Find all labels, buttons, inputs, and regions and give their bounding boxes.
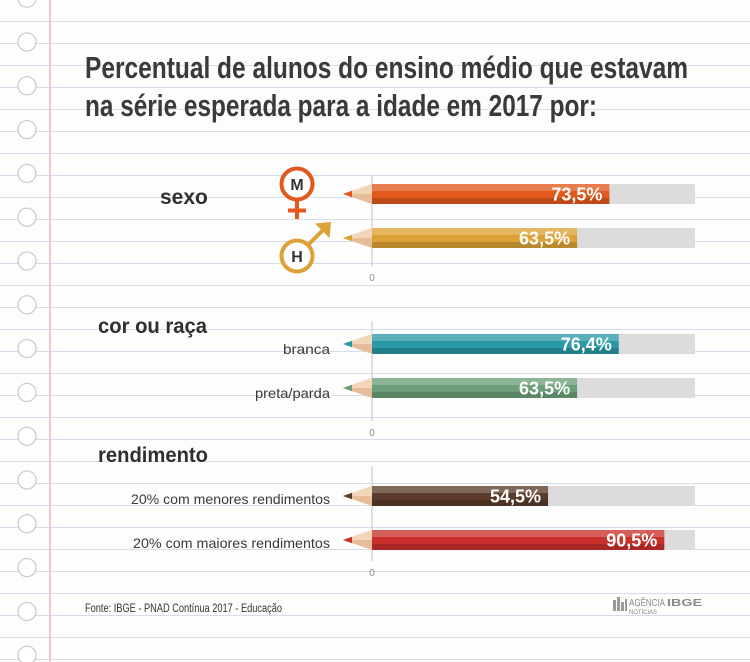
bar-body-0-1 <box>372 235 578 242</box>
pencil-lead-2-0 <box>343 492 352 500</box>
chart-title-line-1: Percentual de alunos do ensino médio que… <box>85 50 688 85</box>
group-label-cor-ou-raca: cor ou raça <box>98 315 207 338</box>
male-symbol-letter: H <box>291 249 303 266</box>
pencil-bar-1-0: 76,4% <box>343 334 695 355</box>
pencil-lead-0-1 <box>343 234 352 242</box>
category-label-menores-rendimentos: 20% com menores rendimentos <box>131 491 330 507</box>
binder-holes <box>0 0 50 662</box>
pencil-bar-0-1: 63,5% <box>343 228 695 249</box>
zero-tick-label: 0 <box>369 428 375 439</box>
bar-body-0-0 <box>372 191 610 198</box>
pencil-bar-1-1: 63,5% <box>343 378 695 399</box>
bar-highlight-2-1 <box>372 530 665 537</box>
value-label-1-1: 63,5% <box>519 379 570 399</box>
pencil-lead-1-1 <box>343 384 352 392</box>
bar-shade-1-1 <box>372 392 578 398</box>
value-label-2-1: 90,5% <box>606 531 657 551</box>
bars-layer: 73,5% 63,5% 76,4% 63,5% 54,5% 90,5% <box>343 184 695 551</box>
value-label-2-0: 54,5% <box>490 487 541 507</box>
category-label-branca: branca <box>283 341 330 357</box>
pencil-lead-1-0 <box>343 340 352 348</box>
group-label-sexo: sexo <box>160 186 208 209</box>
bar-highlight-1-0 <box>372 334 619 341</box>
category-label-preta-parda: preta/parda <box>255 385 330 401</box>
bar-highlight-0-0 <box>372 184 610 191</box>
logo-text-agencia: AGÊNCIA <box>629 596 665 609</box>
bar-shade-2-1 <box>372 544 665 550</box>
bar-shade-0-1 <box>372 242 578 248</box>
value-label-0-0: 73,5% <box>551 185 602 205</box>
value-label-0-1: 63,5% <box>519 229 570 249</box>
ibge-logo-icon <box>613 597 627 611</box>
pencil-lead-2-1 <box>343 536 352 544</box>
logo-text-noticias: NOTÍCIAS <box>629 609 657 616</box>
chart-title-line-2: na série esperada para a idade em 2017 p… <box>85 88 597 123</box>
bar-highlight-1-1 <box>372 378 578 385</box>
male-symbol-icon: H <box>279 222 331 274</box>
value-label-1-0: 76,4% <box>561 335 612 355</box>
bar-highlight-0-1 <box>372 228 578 235</box>
category-label-maiores-rendimentos: 20% com maiores rendimentos <box>133 535 330 551</box>
source-note: Fonte: IBGE - PNAD Contínua 2017 - Educa… <box>85 603 282 615</box>
pencil-lead-0-0 <box>343 190 352 198</box>
bar-body-1-1 <box>372 385 578 392</box>
pencil-bar-2-1: 90,5% <box>343 530 695 551</box>
bar-highlight-2-0 <box>372 486 549 493</box>
pencil-bar-2-0: 54,5% <box>343 486 695 507</box>
pencil-bar-0-0: 73,5% <box>343 184 695 205</box>
zero-tick-label: 0 <box>369 273 375 284</box>
bar-body-2-0 <box>372 493 549 500</box>
zero-tick-label: 0 <box>369 568 375 579</box>
bar-body-2-1 <box>372 537 665 544</box>
bar-body-1-0 <box>372 341 619 348</box>
bar-shade-0-0 <box>372 198 610 204</box>
agencia-ibge-logo: AGÊNCIA IBGE NOTÍCIAS <box>613 596 702 616</box>
bar-shade-2-0 <box>372 500 549 506</box>
bar-shade-1-0 <box>372 348 619 354</box>
logo-text-ibge: IBGE <box>667 598 702 609</box>
female-symbol-icon: M <box>279 166 315 219</box>
group-label-rendimento: rendimento <box>98 444 208 467</box>
female-symbol-letter: M <box>290 177 303 194</box>
